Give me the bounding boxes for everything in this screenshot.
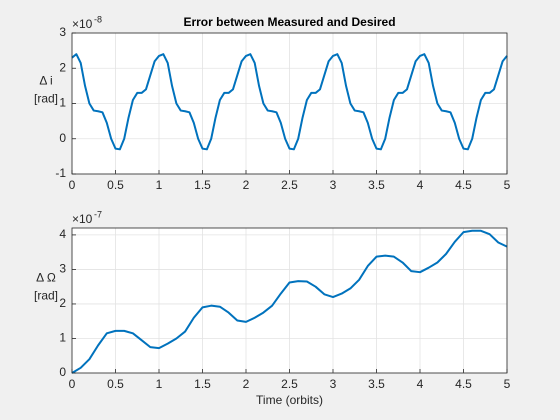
y-tick-label: 1 bbox=[59, 96, 66, 110]
x-tick-label: 3 bbox=[330, 377, 337, 391]
x-tick-label: 0.5 bbox=[107, 178, 124, 192]
y-exponent: -7 bbox=[94, 209, 102, 219]
y-tick-label: 3 bbox=[59, 262, 66, 276]
y-tick-label: 4 bbox=[59, 227, 66, 241]
x-tick-label: 2.5 bbox=[281, 178, 298, 192]
x-tick-label: 1.5 bbox=[194, 178, 211, 192]
x-tick-label: 2 bbox=[243, 377, 250, 391]
axes-box bbox=[71, 227, 508, 374]
x-tick-label: 5 bbox=[504, 377, 511, 391]
x-tick-label: 0 bbox=[69, 377, 76, 391]
data-line bbox=[71, 229, 508, 374]
x-tick-label: 5 bbox=[504, 178, 511, 192]
x-tick-label: 3 bbox=[330, 178, 337, 192]
y-exponent-base: ×10 bbox=[72, 17, 93, 31]
chart-title: Error between Measured and Desired bbox=[183, 15, 395, 29]
x-tick-label: 3.5 bbox=[368, 377, 385, 391]
y-tick-label: 2 bbox=[59, 296, 66, 310]
x-tick-label: 0 bbox=[69, 178, 76, 192]
x-tick-label: 4.5 bbox=[455, 377, 472, 391]
x-tick-label: 4 bbox=[417, 178, 424, 192]
y-axis-label: [rad] bbox=[34, 289, 58, 303]
x-tick-label: 1 bbox=[156, 377, 163, 391]
y-exponent-base: ×10 bbox=[72, 212, 93, 226]
y-tick-label: 3 bbox=[59, 25, 66, 39]
x-tick-label: 3.5 bbox=[368, 178, 385, 192]
y-axis-label: Δ Ω bbox=[36, 271, 56, 285]
y-tick-label: -1 bbox=[55, 166, 66, 180]
x-tick-label: 1 bbox=[156, 178, 163, 192]
y-tick-label: 2 bbox=[59, 60, 66, 74]
y-tick-label: 0 bbox=[59, 365, 66, 379]
y-axis-label: [rad] bbox=[34, 92, 58, 106]
x-tick-label: 4.5 bbox=[455, 178, 472, 192]
y-tick-label: 1 bbox=[59, 331, 66, 345]
x-axis-label: Time (orbits) bbox=[256, 393, 323, 407]
data-line bbox=[71, 53, 508, 151]
x-tick-label: 2.5 bbox=[281, 377, 298, 391]
x-tick-label: 2 bbox=[243, 178, 250, 192]
axes-box bbox=[71, 32, 508, 175]
x-tick-label: 4 bbox=[417, 377, 424, 391]
y-exponent: -8 bbox=[94, 14, 102, 24]
y-axis-label: Δ i bbox=[39, 74, 52, 88]
x-tick-label: 0.5 bbox=[107, 377, 124, 391]
x-tick-label: 1.5 bbox=[194, 377, 211, 391]
y-tick-label: 0 bbox=[59, 131, 66, 145]
